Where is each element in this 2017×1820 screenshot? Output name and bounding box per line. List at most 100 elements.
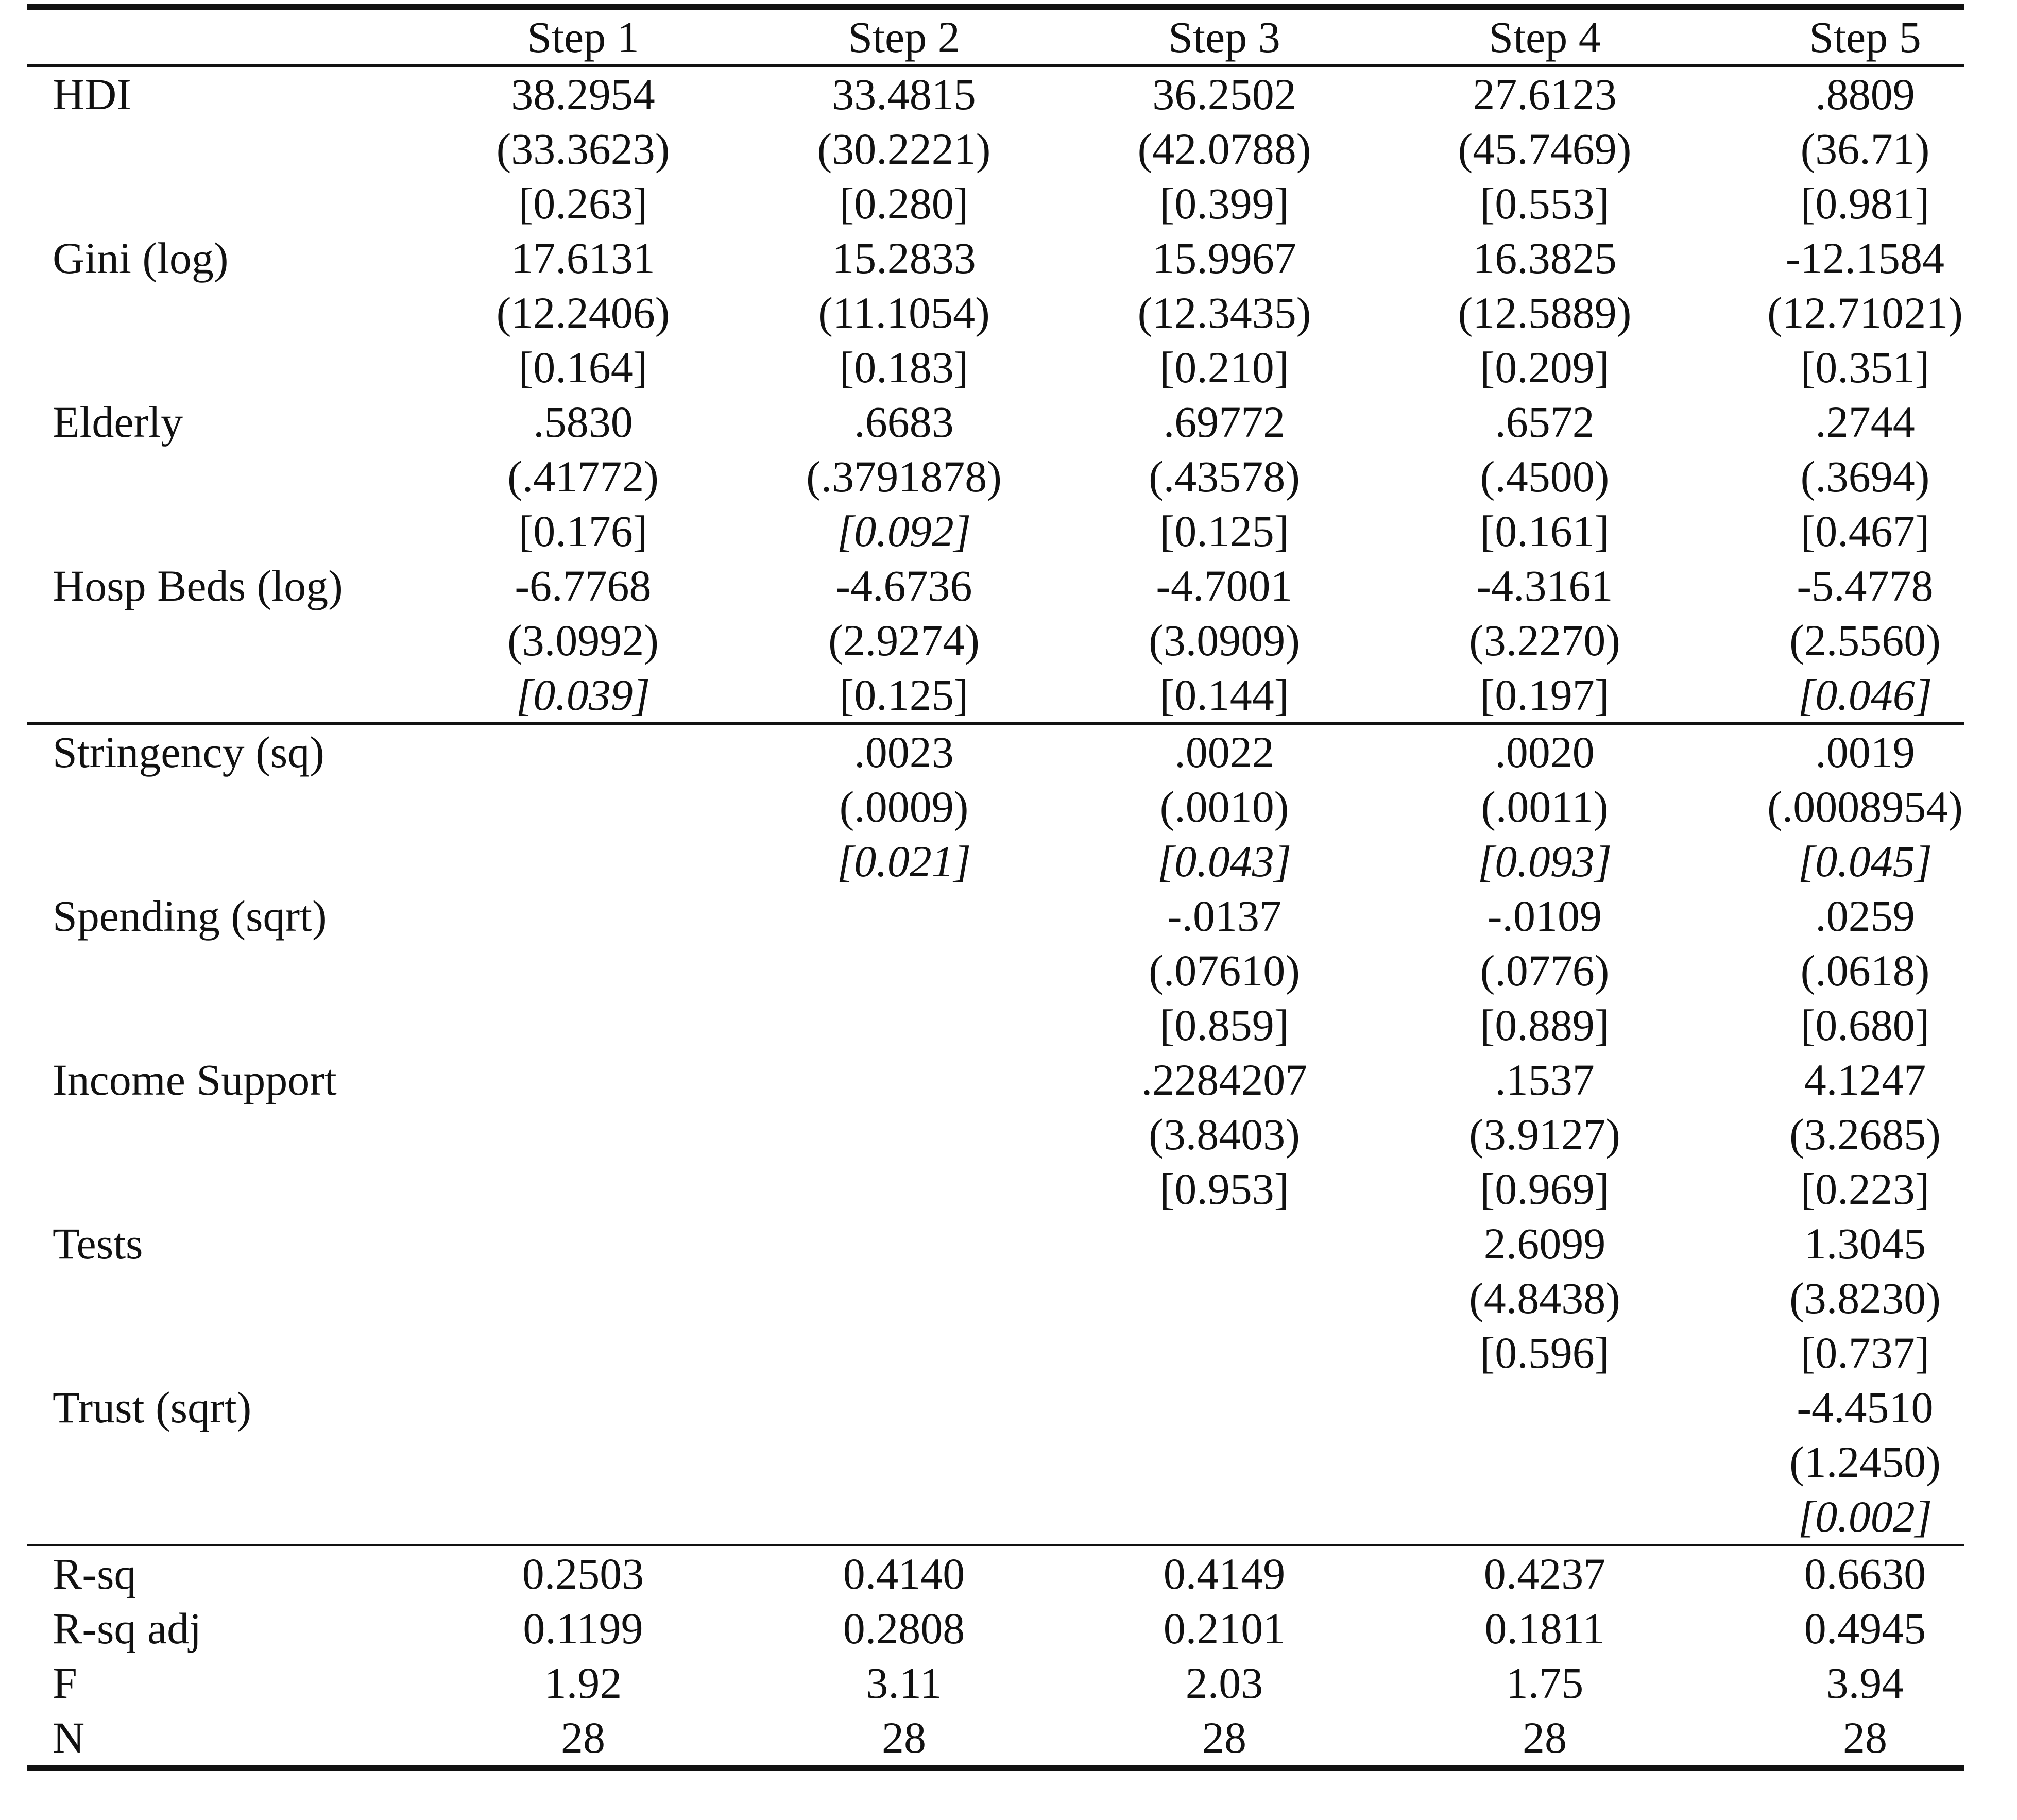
coefficient-cell: .69772 (1163, 397, 1286, 447)
stat-value-cell: 0.2503 (522, 1549, 644, 1598)
coefficient-cell: 16.3825 (1473, 233, 1617, 283)
top-rule (27, 4, 1964, 10)
stat-value-cell: 0.4945 (1804, 1604, 1926, 1653)
standard-error-cell: (12.3435) (1137, 288, 1311, 337)
standard-error-cell: (36.71) (1800, 124, 1930, 174)
standard-error-cell: (45.7469) (1458, 124, 1632, 174)
coefficient-cell: -6.7768 (515, 561, 652, 610)
coefficient-cell: .0259 (1815, 891, 1915, 941)
coefficient-cell: .6683 (854, 397, 954, 447)
stat-label-f: F (53, 1658, 77, 1708)
standard-error-cell: (.41772) (507, 452, 659, 501)
stat-value-cell: 0.1199 (523, 1604, 643, 1653)
standard-error-cell: (3.8230) (1789, 1273, 1941, 1323)
p-value-cell: [0.889] (1480, 1000, 1610, 1050)
column-header-step-5: Step 5 (1809, 12, 1921, 62)
section-rule-2 (27, 1544, 1964, 1546)
p-value-cell: [0.596] (1480, 1328, 1610, 1377)
coefficient-cell: 1.3045 (1804, 1219, 1926, 1268)
standard-error-cell: (.0011) (1481, 782, 1609, 831)
standard-error-cell: (33.3623) (496, 124, 670, 174)
stat-label-r-sq: R-sq (53, 1549, 136, 1598)
header-rule (27, 64, 1964, 67)
standard-error-cell: (.43578) (1149, 452, 1300, 501)
p-value-cell: [0.737] (1800, 1328, 1930, 1377)
standard-error-cell: (.3694) (1800, 452, 1930, 501)
section-rule-1 (27, 722, 1964, 725)
variable-label-elderly: Elderly (53, 397, 183, 447)
coefficient-cell: -.0137 (1167, 891, 1282, 941)
p-value-cell: [0.981] (1800, 179, 1930, 228)
stat-value-cell: 28 (1843, 1713, 1887, 1762)
column-header-step-3: Step 3 (1168, 12, 1280, 62)
coefficient-cell: 2.6099 (1483, 1219, 1606, 1268)
standard-error-cell: (3.0992) (507, 616, 659, 665)
variable-label-income-support: Income Support (53, 1055, 337, 1104)
p-value-cell: [0.263] (518, 179, 648, 228)
stat-value-cell: 0.2101 (1163, 1604, 1286, 1653)
p-value-cell: [0.969] (1480, 1164, 1610, 1214)
coefficient-cell: .5830 (533, 397, 633, 447)
p-value-cell: [0.197] (1480, 670, 1610, 720)
p-value-cell: [0.280] (839, 179, 969, 228)
standard-error-cell: (2.5560) (1789, 616, 1941, 665)
coefficient-cell: 15.9967 (1152, 233, 1296, 283)
stat-value-cell: 3.94 (1826, 1658, 1904, 1708)
p-value-cell: [0.467] (1800, 506, 1930, 556)
standard-error-cell: (4.8438) (1469, 1273, 1620, 1323)
p-value-cell: [0.680] (1800, 1000, 1930, 1050)
column-header-step-1: Step 1 (527, 12, 639, 62)
p-value-cell: [0.223] (1800, 1164, 1930, 1214)
p-value-cell: [0.021] (836, 837, 971, 886)
p-value-cell: [0.859] (1159, 1000, 1289, 1050)
stat-value-cell: 28 (561, 1713, 605, 1762)
p-value-cell: [0.039] (516, 670, 651, 720)
standard-error-cell: (12.71021) (1767, 288, 1963, 337)
stat-value-cell: 0.4149 (1163, 1549, 1286, 1598)
coefficient-cell: .2284207 (1141, 1055, 1308, 1104)
stat-value-cell: 2.03 (1185, 1658, 1263, 1708)
standard-error-cell: (.4500) (1480, 452, 1610, 501)
p-value-cell: [0.046] (1798, 670, 1933, 720)
coefficient-cell: -12.1584 (1785, 233, 1945, 283)
coefficient-cell: .0022 (1174, 727, 1274, 777)
coefficient-cell: .2744 (1815, 397, 1915, 447)
coefficient-cell: 38.2954 (511, 70, 655, 119)
variable-label-trust-sqrt: Trust (sqrt) (53, 1383, 252, 1432)
standard-error-cell: (.0009) (839, 782, 969, 831)
standard-error-cell: (2.9274) (828, 616, 980, 665)
coefficient-cell: 36.2502 (1152, 70, 1296, 119)
standard-error-cell: (.0776) (1480, 946, 1610, 995)
standard-error-cell: (30.2221) (817, 124, 991, 174)
variable-label-gini-log: Gini (log) (53, 233, 229, 283)
variable-label-stringency-sq: Stringency (sq) (53, 727, 324, 777)
coefficient-cell: -.0109 (1487, 891, 1602, 941)
p-value-cell: [0.210] (1159, 343, 1289, 392)
standard-error-cell: (.07610) (1149, 946, 1300, 995)
stat-value-cell: 0.2808 (843, 1604, 965, 1653)
variable-label-hdi: HDI (53, 70, 131, 119)
p-value-cell: [0.043] (1157, 837, 1292, 886)
p-value-cell: [0.953] (1159, 1164, 1289, 1214)
coefficient-cell: -4.7001 (1156, 561, 1293, 610)
standard-error-cell: (42.0788) (1137, 124, 1311, 174)
p-value-cell: [0.209] (1480, 343, 1610, 392)
standard-error-cell: (12.2406) (496, 288, 670, 337)
stat-value-cell: 28 (882, 1713, 926, 1762)
p-value-cell: [0.161] (1480, 506, 1610, 556)
p-value-cell: [0.144] (1159, 670, 1289, 720)
standard-error-cell: (3.0909) (1149, 616, 1300, 665)
p-value-cell: [0.164] (518, 343, 648, 392)
coefficient-cell: -4.6736 (835, 561, 972, 610)
stat-value-cell: 28 (1523, 1713, 1567, 1762)
coefficient-cell: -4.4510 (1797, 1383, 1934, 1432)
p-value-cell: [0.399] (1159, 179, 1289, 228)
stat-value-cell: 0.1811 (1484, 1604, 1605, 1653)
coefficient-cell: .6572 (1495, 397, 1595, 447)
stat-value-cell: 3.11 (866, 1658, 942, 1708)
standard-error-cell: (.0010) (1159, 782, 1289, 831)
coefficient-cell: .0020 (1495, 727, 1595, 777)
standard-error-cell: (11.1054) (818, 288, 990, 337)
coefficient-cell: .8809 (1815, 70, 1915, 119)
variable-label-spending-sqrt: Spending (sqrt) (53, 891, 327, 941)
